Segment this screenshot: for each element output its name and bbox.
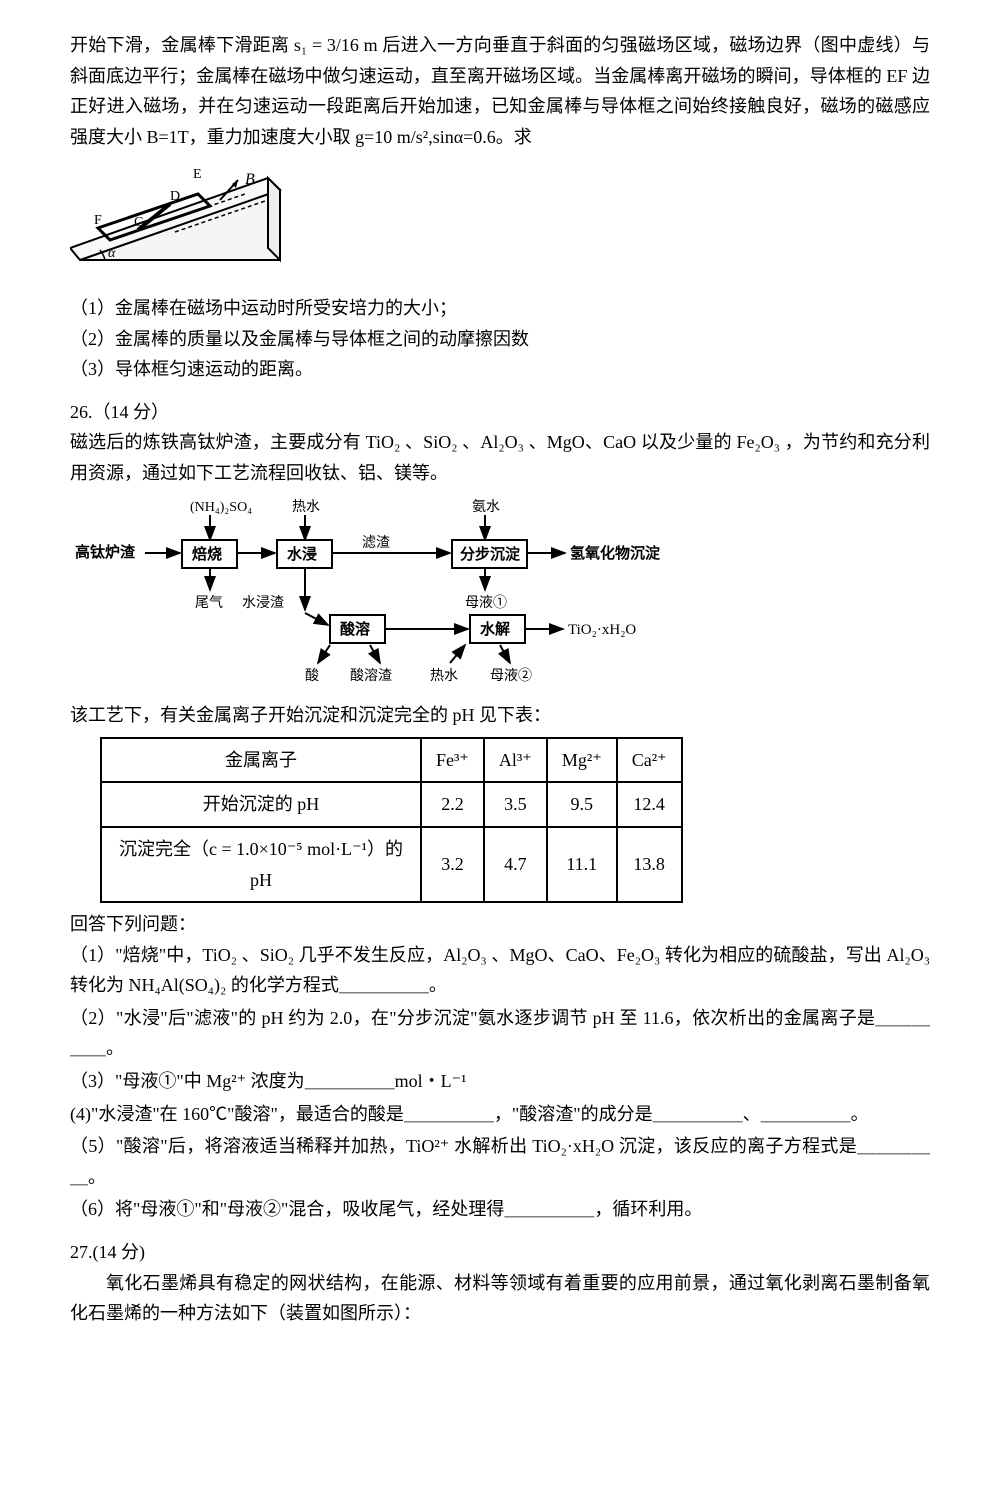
q26-a4: (4)"水浸渣"在 160℃"酸溶"，最适合的酸是＿＿＿＿＿，"酸溶渣"的成分是… bbox=[70, 1099, 930, 1130]
svg-text:分步沉淀: 分步沉淀 bbox=[460, 545, 521, 563]
svg-text:酸溶渣: 酸溶渣 bbox=[350, 668, 392, 684]
svg-text:D: D bbox=[170, 189, 180, 204]
svg-text:母液②: 母液② bbox=[490, 668, 532, 684]
q26-a6: （6）将"母液①"和"母液②"混合，吸收尾气，经处理得＿＿＿＿＿，循环利用。 bbox=[70, 1194, 930, 1225]
cell: 13.8 bbox=[617, 827, 682, 902]
svg-text:氨水: 氨水 bbox=[472, 499, 500, 515]
q27-p1: 氧化石墨烯具有稳定的网状结构，在能源、材料等领域有着重要的应用前景，通过氧化剥离… bbox=[70, 1268, 930, 1329]
cell: 3.5 bbox=[484, 782, 547, 827]
cell: 9.5 bbox=[547, 782, 617, 827]
svg-text:焙烧: 焙烧 bbox=[192, 545, 222, 563]
q26-a5: （5）"酸溶"后，将溶液适当稀释并加热，TiO²⁺ 水解析出 TiO₂·xH₂O… bbox=[70, 1131, 930, 1192]
svg-text:热水: 热水 bbox=[430, 668, 458, 684]
label-nh4so4: (NH₄)₂SO₄ bbox=[190, 500, 252, 515]
q26-a3: （3）"母液①"中 Mg²⁺ 浓度为＿＿＿＿＿mol・L⁻¹ bbox=[70, 1066, 930, 1097]
svg-text:尾气: 尾气 bbox=[195, 595, 223, 611]
q26-table-intro: 该工艺下，有关金属离子开始沉淀和沉淀完全的 pH 见下表： bbox=[70, 700, 930, 731]
q26-flowchart: (NH₄)₂SO₄ 热水 氨水 高钛炉渣 焙烧 水浸 滤渣 分步沉淀 氢氧化物沉… bbox=[70, 495, 930, 695]
ion-fe: Fe³⁺ bbox=[421, 738, 484, 783]
cell: 2.2 bbox=[421, 782, 484, 827]
ramp-figure: B F E C D α bbox=[70, 160, 930, 285]
svg-text:高钛炉渣: 高钛炉渣 bbox=[75, 543, 136, 561]
q26-number: 26.（14 分） bbox=[70, 397, 930, 428]
svg-text:酸溶: 酸溶 bbox=[340, 620, 370, 638]
svg-text:水浸渣: 水浸渣 bbox=[242, 595, 284, 611]
svg-text:C: C bbox=[134, 215, 143, 230]
svg-text:B: B bbox=[245, 171, 255, 188]
q25-questions: （1）金属棒在磁场中运动时所受安培力的大小； （2）金属棒的质量以及金属棒与导体… bbox=[70, 293, 930, 385]
q25-3: （3）导体框匀速运动的距离。 bbox=[70, 354, 930, 385]
table-row: 沉淀完全（c = 1.0×10⁻⁵ mol·L⁻¹）的 pH 3.2 4.7 1… bbox=[101, 827, 682, 902]
ion-mg: Mg²⁺ bbox=[547, 738, 617, 783]
cell: 11.1 bbox=[547, 827, 617, 902]
cell: 12.4 bbox=[617, 782, 682, 827]
svg-text:热水: 热水 bbox=[292, 499, 320, 515]
q26-intro: 磁选后的炼铁高钛炉渣，主要成分有 TiO₂ 、SiO₂ 、Al₂O₃ 、MgO、… bbox=[70, 427, 930, 488]
cell: 4.7 bbox=[484, 827, 547, 902]
svg-text:滤渣: 滤渣 bbox=[362, 535, 390, 551]
answer-prompt: 回答下列问题： bbox=[70, 909, 930, 940]
intro-paragraph: 开始下滑，金属棒下滑距离 s₁ = 3/16 m 后进入一方向垂直于斜面的匀强磁… bbox=[70, 30, 930, 152]
svg-text:E: E bbox=[193, 167, 202, 182]
svg-text:母液①: 母液① bbox=[465, 595, 507, 611]
row1-label: 开始沉淀的 pH bbox=[101, 782, 421, 827]
ion-ca: Ca²⁺ bbox=[617, 738, 682, 783]
svg-text:酸: 酸 bbox=[305, 668, 319, 684]
row2-label: 沉淀完全（c = 1.0×10⁻⁵ mol·L⁻¹）的 pH bbox=[101, 827, 421, 902]
svg-text:氢氧化物沉淀: 氢氧化物沉淀 bbox=[570, 544, 661, 562]
svg-text:水浸: 水浸 bbox=[287, 545, 317, 563]
svg-text:α: α bbox=[108, 246, 116, 261]
q25-1: （1）金属棒在磁场中运动时所受安培力的大小； bbox=[70, 293, 930, 324]
svg-text:TiO₂·xH₂O: TiO₂·xH₂O bbox=[568, 622, 636, 638]
q25-2: （2）金属棒的质量以及金属棒与导体框之间的动摩擦因数 bbox=[70, 324, 930, 355]
header-ion: 金属离子 bbox=[101, 738, 421, 783]
svg-text:F: F bbox=[94, 213, 102, 228]
ion-ph-table: 金属离子 Fe³⁺ Al³⁺ Mg²⁺ Ca²⁺ 开始沉淀的 pH 2.2 3.… bbox=[100, 737, 683, 903]
table-row: 开始沉淀的 pH 2.2 3.5 9.5 12.4 bbox=[101, 782, 682, 827]
q26-a2: （2）"水浸"后"滤液"的 pH 约为 2.0，在"分步沉淀"氨水逐步调节 pH… bbox=[70, 1003, 930, 1064]
svg-text:水解: 水解 bbox=[480, 620, 510, 638]
table-header-row: 金属离子 Fe³⁺ Al³⁺ Mg²⁺ Ca²⁺ bbox=[101, 738, 682, 783]
q27-number: 27.(14 分) bbox=[70, 1237, 930, 1268]
q26-section: 26.（14 分） 磁选后的炼铁高钛炉渣，主要成分有 TiO₂ 、SiO₂ 、A… bbox=[70, 397, 930, 1225]
q26-a1: （1）"焙烧"中，TiO₂ 、SiO₂ 几乎不发生反应，Al₂O₃ 、MgO、C… bbox=[70, 940, 930, 1001]
q27-section: 27.(14 分) 氧化石墨烯具有稳定的网状结构，在能源、材料等领域有着重要的应… bbox=[70, 1237, 930, 1329]
ion-al: Al³⁺ bbox=[484, 738, 547, 783]
cell: 3.2 bbox=[421, 827, 484, 902]
